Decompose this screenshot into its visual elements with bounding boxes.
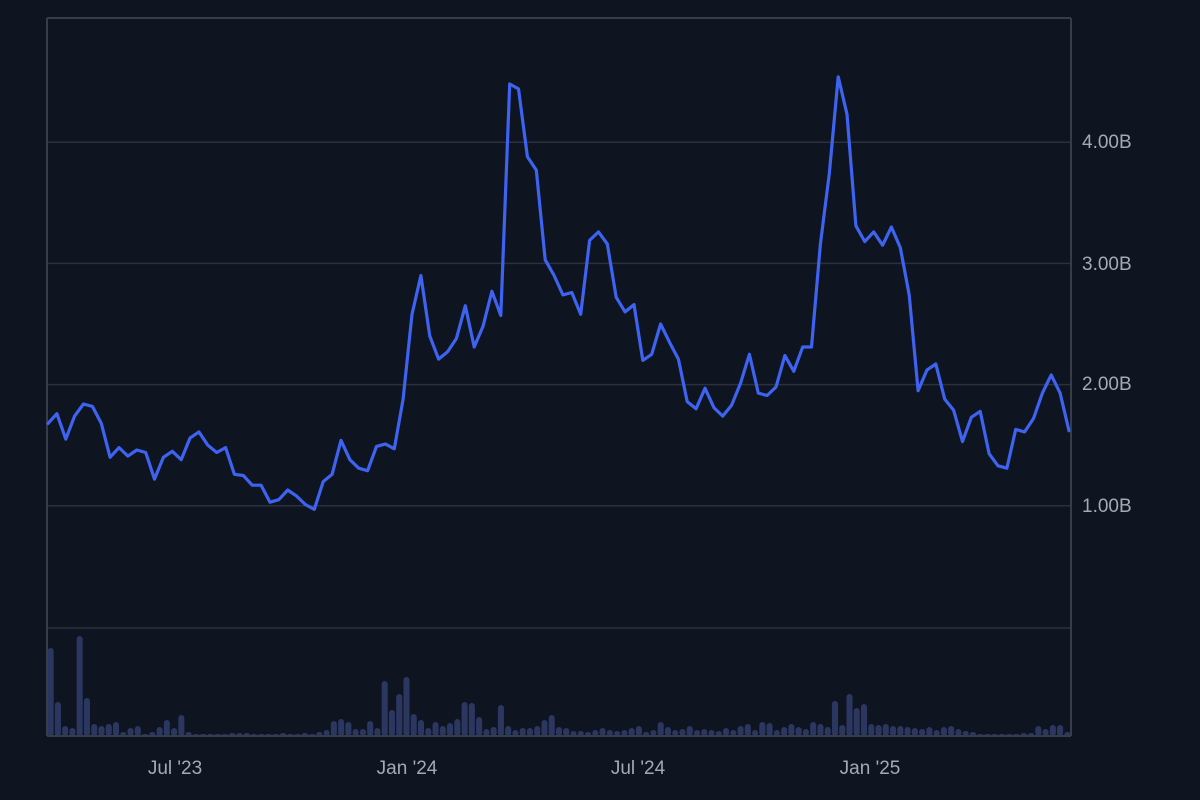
x-tick-label: Jul '24 (610, 758, 666, 779)
y-tick-label: 1.00B (1082, 496, 1132, 517)
volume-bars (47, 636, 1071, 736)
value-line (46, 75, 1071, 511)
x-tick-label: Jan '24 (376, 758, 438, 779)
x-tick-label: Jul '23 (147, 758, 203, 779)
x-tick-label: Jan '25 (839, 758, 901, 779)
y-tick-label: 2.00B (1082, 374, 1132, 395)
gridlines (47, 141, 1071, 629)
y-tick-label: 3.00B (1082, 254, 1132, 275)
y-tick-label: 4.00B (1082, 132, 1132, 153)
plot-frame (46, 17, 1072, 737)
